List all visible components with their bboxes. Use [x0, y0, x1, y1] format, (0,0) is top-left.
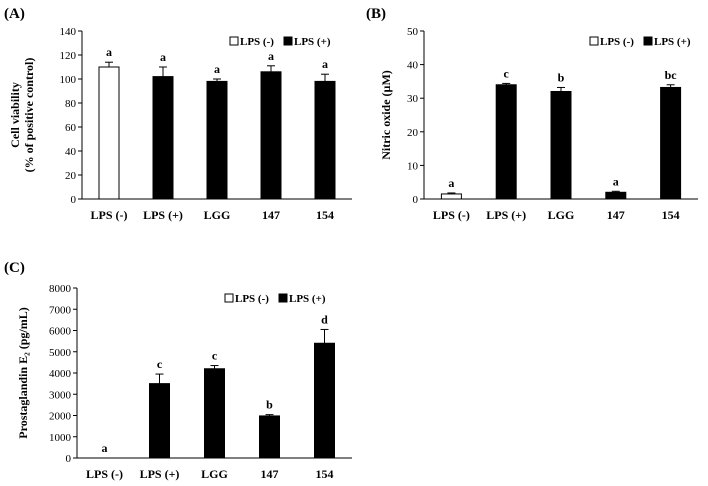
legend-label-lps-pos: LPS (+) — [294, 36, 331, 48]
panel-b-x-tick-label: LPS (+) — [486, 208, 526, 222]
panel-b-significance-letter: a — [448, 176, 454, 190]
panel-c-y-tick-label: 5000 — [49, 347, 72, 359]
panel-c-x-tick-label: 147 — [261, 467, 279, 481]
panel-b-y-title: Nitric oxide (µM) — [379, 70, 393, 160]
panel-b-legend: LPS (-) LPS (+) — [589, 36, 691, 48]
panel-c-x-tick-label: LGG — [201, 467, 228, 481]
panel-a-y-tick-label: 120 — [60, 50, 77, 62]
legend-label-lps-neg: LPS (-) — [235, 293, 269, 305]
panel-a-y-tick-label: 0 — [71, 194, 77, 206]
panel-a-bar — [206, 80, 228, 200]
panel-c-bar — [149, 383, 170, 459]
panel-c-y-tick-label: 1000 — [49, 432, 72, 444]
panel-c: (C) Prostaglandin E₂ (pg/mL) 0 1000 2000 3000… — [4, 260, 352, 481]
panel-b-significance-letter: b — [558, 70, 565, 84]
panel-a-x-tick-label: 147 — [262, 208, 280, 222]
panel-c-x-tick-label: LPS (-) — [86, 467, 123, 481]
panel-b-y-tick-label: 10 — [407, 160, 419, 172]
panel-a-significance-letter: a — [322, 57, 328, 71]
panel-b-significance-letter: a — [613, 174, 619, 188]
panel-b-bar — [605, 191, 627, 200]
panel-c-y-title: Prostaglandin E₂ (pg/mL) — [16, 307, 30, 438]
legend-label-lps-pos: LPS (+) — [654, 36, 691, 48]
panel-b-y-tick-label: 30 — [407, 93, 419, 105]
panel-b-y-tick-label: 40 — [407, 60, 419, 72]
panel-a-y-title: Cell viability — [8, 82, 22, 148]
panel-a-bar — [98, 66, 120, 200]
panel-c-y-tick-label: 8000 — [49, 283, 72, 295]
panel-a-legend: LPS (-) LPS (+) — [229, 36, 331, 48]
legend-swatch-lps-pos — [278, 293, 288, 303]
panel-c-significance-letter: a — [102, 441, 108, 455]
panel-b-x-tick-label: 154 — [662, 208, 680, 222]
panel-a-x-tick-label: LPS (-) — [91, 208, 128, 222]
legend-label-lps-pos: LPS (+) — [289, 293, 326, 305]
panel-a-bar — [260, 71, 282, 200]
panel-b-bar — [495, 84, 517, 200]
panel-a-bar — [314, 80, 336, 200]
panel-c-significance-letter: b — [266, 398, 273, 412]
legend-swatch-lps-neg — [224, 293, 234, 303]
panel-a-y-title: (% of positive control) — [22, 58, 36, 173]
legend-label-lps-neg: LPS (-) — [240, 36, 274, 48]
panel-a-y-tick-label: 60 — [65, 122, 77, 134]
panel-c-significance-letter: c — [157, 357, 163, 371]
panel-a-x-tick-label: LGG — [204, 208, 231, 222]
panel-a-significance-letter: a — [106, 45, 112, 59]
legend-swatch-lps-neg — [589, 36, 599, 46]
legend-swatch-lps-pos — [283, 36, 293, 46]
panel-a-significance-letter: a — [214, 62, 220, 76]
panel-b-x-tick-label: 147 — [607, 208, 625, 222]
panel-a-significance-letter: a — [160, 50, 166, 64]
panel-a-significance-letter: a — [268, 49, 274, 63]
legend-swatch-lps-neg — [229, 36, 239, 46]
panel-a-x-tick-label: 154 — [316, 208, 334, 222]
panel-b-y-tick-label: 0 — [413, 194, 419, 206]
panel-b-x-tick-label: LGG — [548, 208, 575, 222]
panel-c-y-tick-label: 2000 — [49, 411, 72, 423]
panel-c-significance-letter: c — [212, 349, 218, 363]
panel-a-label: (A) — [4, 6, 25, 22]
panel-b-y-tick-label: 50 — [407, 26, 419, 38]
panel-c-significance-letter: d — [321, 312, 328, 326]
legend-swatch-lps-pos — [643, 36, 653, 46]
panel-b-bar — [440, 193, 462, 200]
panel-a-bar — [152, 76, 174, 200]
panel-a-y-tick-label: 80 — [65, 98, 77, 110]
panel-b-label: (B) — [366, 6, 386, 22]
panel-b: (B) Nitric oxide (µM) 0 10 20 30 40 50 a LPS (-) c… — [366, 6, 698, 222]
panel-c-y-tick-label: 4000 — [49, 368, 72, 380]
panel-c-bar — [314, 342, 335, 459]
panel-c-y-tick-label: 0 — [66, 453, 72, 465]
panel-a: (A) Cell viability (% of positive control)… — [4, 6, 352, 222]
panel-a-x-tick-label: LPS (+) — [143, 208, 183, 222]
panel-c-bar — [204, 368, 225, 459]
panel-b-bar — [660, 86, 682, 200]
panel-c-y-tick-label: 3000 — [49, 389, 72, 401]
panel-c-x-tick-label: LPS (+) — [140, 467, 180, 481]
panel-b-bar — [550, 90, 572, 200]
panel-c-legend: LPS (-) LPS (+) — [224, 293, 326, 305]
panel-c-bar — [259, 415, 280, 459]
panel-b-x-tick-label: LPS (-) — [433, 208, 470, 222]
panel-a-y-tick-label: 140 — [60, 26, 77, 38]
panel-b-significance-letter: c — [504, 66, 510, 80]
panel-a-y-tick-label: 100 — [60, 74, 77, 86]
panel-c-y-tick-label: 6000 — [49, 326, 72, 338]
panel-b-y-tick-label: 20 — [407, 127, 419, 139]
panel-a-y-tick-label: 20 — [65, 170, 77, 182]
legend-label-lps-neg: LPS (-) — [600, 36, 634, 48]
panel-c-y-tick-label: 7000 — [49, 304, 72, 316]
panel-c-x-tick-label: 154 — [316, 467, 334, 481]
panel-a-y-tick-label: 40 — [65, 146, 77, 158]
panel-c-label: (C) — [4, 260, 25, 276]
panel-b-significance-letter: bc — [665, 68, 678, 82]
